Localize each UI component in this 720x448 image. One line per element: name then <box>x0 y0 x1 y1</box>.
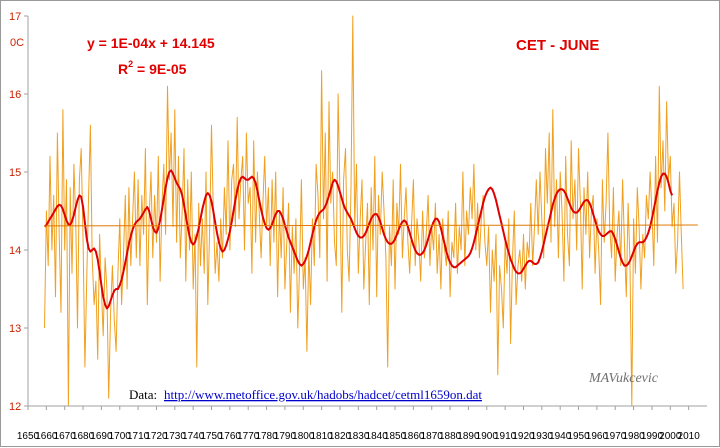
x-tick-label: 1760 <box>219 431 242 442</box>
x-tick-label: 1950 <box>567 431 590 442</box>
x-tick-label: 1890 <box>457 431 480 442</box>
x-tick-label: 1660 <box>35 431 58 442</box>
x-tick-label: 2000 <box>659 431 682 442</box>
chart-title: CET - JUNE <box>516 37 599 54</box>
r-squared-sup: 2 <box>128 59 133 69</box>
x-tick-label: 1990 <box>641 431 664 442</box>
author-signature: MAVukcevic <box>588 371 659 386</box>
x-tick-label: 1840 <box>366 431 389 442</box>
y-tick-label: 17 <box>9 11 21 23</box>
y-axis-ticks: 12 13 14 15 16 17 <box>9 11 28 413</box>
source-prefix: Data: <box>129 387 157 402</box>
x-tick-label: 1980 <box>622 431 645 442</box>
r-squared-value: = 9E-05 <box>133 61 187 77</box>
x-tick-label: 1790 <box>274 431 297 442</box>
y-tick-label: 12 <box>9 401 21 413</box>
x-tick-label: 1880 <box>439 431 462 442</box>
x-tick-label: 1940 <box>549 431 572 442</box>
x-tick-label: 1870 <box>421 431 444 442</box>
x-tick-label: 1750 <box>200 431 223 442</box>
x-tick-label: 1810 <box>310 431 333 442</box>
x-tick-label: 1690 <box>90 431 113 442</box>
x-axis-ticks: 1650166016701680169017001710172017301740… <box>17 406 700 442</box>
x-tick-label: 1900 <box>476 431 499 442</box>
series-annual-line <box>44 15 684 407</box>
x-tick-label: 1670 <box>54 431 77 442</box>
x-tick-label: 1680 <box>72 431 95 442</box>
y-unit-label: 0C <box>10 37 24 49</box>
x-tick-label: 1910 <box>494 431 517 442</box>
x-tick-label: 1800 <box>292 431 315 442</box>
series-smoothed-line <box>43 169 674 310</box>
series-trend-line <box>44 224 698 227</box>
x-tick-label: 1720 <box>145 431 168 442</box>
x-tick-label: 1960 <box>586 431 609 442</box>
x-tick-label: 1780 <box>255 431 278 442</box>
unit-degree: 0C <box>10 37 24 49</box>
source-background <box>125 384 569 404</box>
regression-equation: y = 1E-04x + 14.145 <box>87 35 215 51</box>
x-tick-label: 1730 <box>164 431 187 442</box>
x-tick-label: 1700 <box>109 431 132 442</box>
data-series <box>43 15 698 407</box>
x-tick-label: 1740 <box>182 431 205 442</box>
x-tick-label: 1850 <box>384 431 407 442</box>
x-tick-label: 1930 <box>531 431 554 442</box>
x-tick-label: 1830 <box>347 431 370 442</box>
x-tick-label: 1920 <box>512 431 535 442</box>
r-squared-label: R2 = 9E-05 <box>118 59 187 77</box>
x-tick-label: 1820 <box>329 431 352 442</box>
y-tick-label: 14 <box>9 245 21 257</box>
x-tick-label: 1970 <box>604 431 627 442</box>
source-link[interactable]: http://www.metoffice.gov.uk/hadobs/hadce… <box>164 387 482 402</box>
x-tick-label: 1770 <box>237 431 260 442</box>
x-tick-label: 1650 <box>17 431 40 442</box>
axes <box>27 16 707 407</box>
y-tick-label: 13 <box>9 323 21 335</box>
x-tick-label: 1710 <box>127 431 150 442</box>
y-tick-label: 15 <box>9 167 21 179</box>
x-tick-label: 1860 <box>402 431 425 442</box>
r-squared-r: R <box>118 61 128 77</box>
y-tick-label: 16 <box>9 89 21 101</box>
x-tick-label: 2010 <box>678 431 701 442</box>
